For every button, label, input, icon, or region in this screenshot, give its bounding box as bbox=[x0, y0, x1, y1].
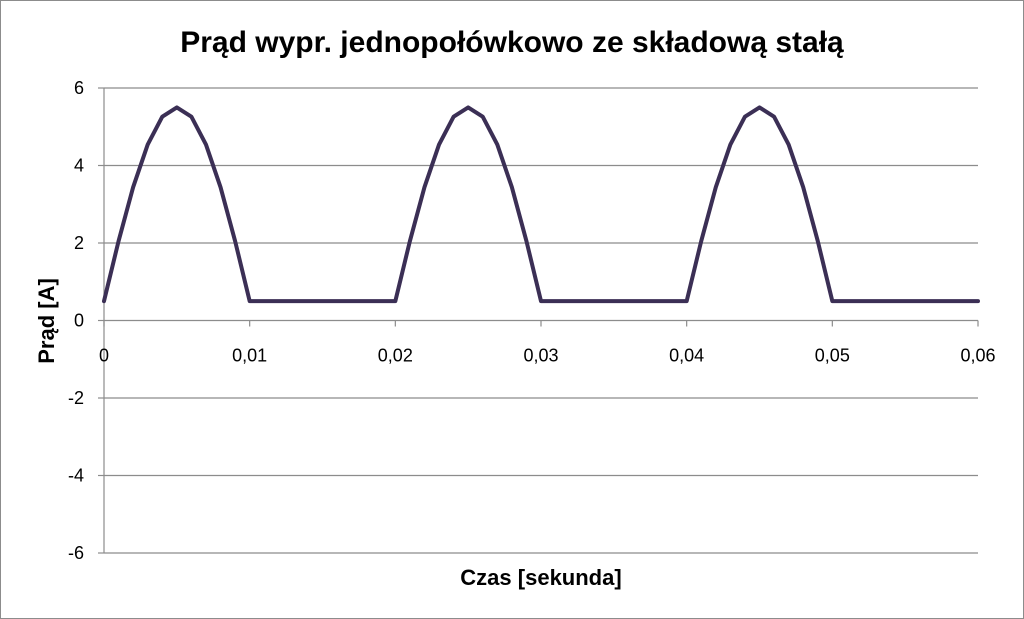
x-tick-label: 0 bbox=[99, 346, 109, 366]
y-tick-label: -6 bbox=[68, 543, 84, 563]
x-tick-label: 0,01 bbox=[232, 346, 267, 366]
series-layer bbox=[102, 105, 980, 304]
x-tick-label: 0,03 bbox=[523, 346, 558, 366]
y-axis-title: Prąd [A] bbox=[34, 278, 59, 364]
x-axis-title: Czas [sekunda] bbox=[460, 565, 621, 590]
y-tick-label: 6 bbox=[74, 78, 84, 98]
x-tick-label: 0,06 bbox=[960, 346, 995, 366]
y-tick-label: 4 bbox=[74, 156, 84, 176]
axis-layer bbox=[98, 87, 979, 554]
series-line bbox=[102, 105, 980, 304]
x-tick-label: 0,04 bbox=[669, 346, 704, 366]
x-tick-label: 0,02 bbox=[378, 346, 413, 366]
y-tick-label: 2 bbox=[74, 233, 84, 253]
chart-title: Prąd wypr. jednopołówkowo ze składową st… bbox=[180, 26, 844, 59]
x-tick-label: 0,05 bbox=[815, 346, 850, 366]
y-tick-label: -2 bbox=[68, 388, 84, 408]
grid-layer bbox=[104, 87, 978, 554]
y-tick-label: -4 bbox=[68, 466, 84, 486]
tick-layer: -6 -4 -2 0 2 4 6 0 0,01 0,02 0,03 0,04 0,05 0,06 bbox=[68, 78, 996, 563]
y-tick-label: 0 bbox=[74, 311, 84, 331]
